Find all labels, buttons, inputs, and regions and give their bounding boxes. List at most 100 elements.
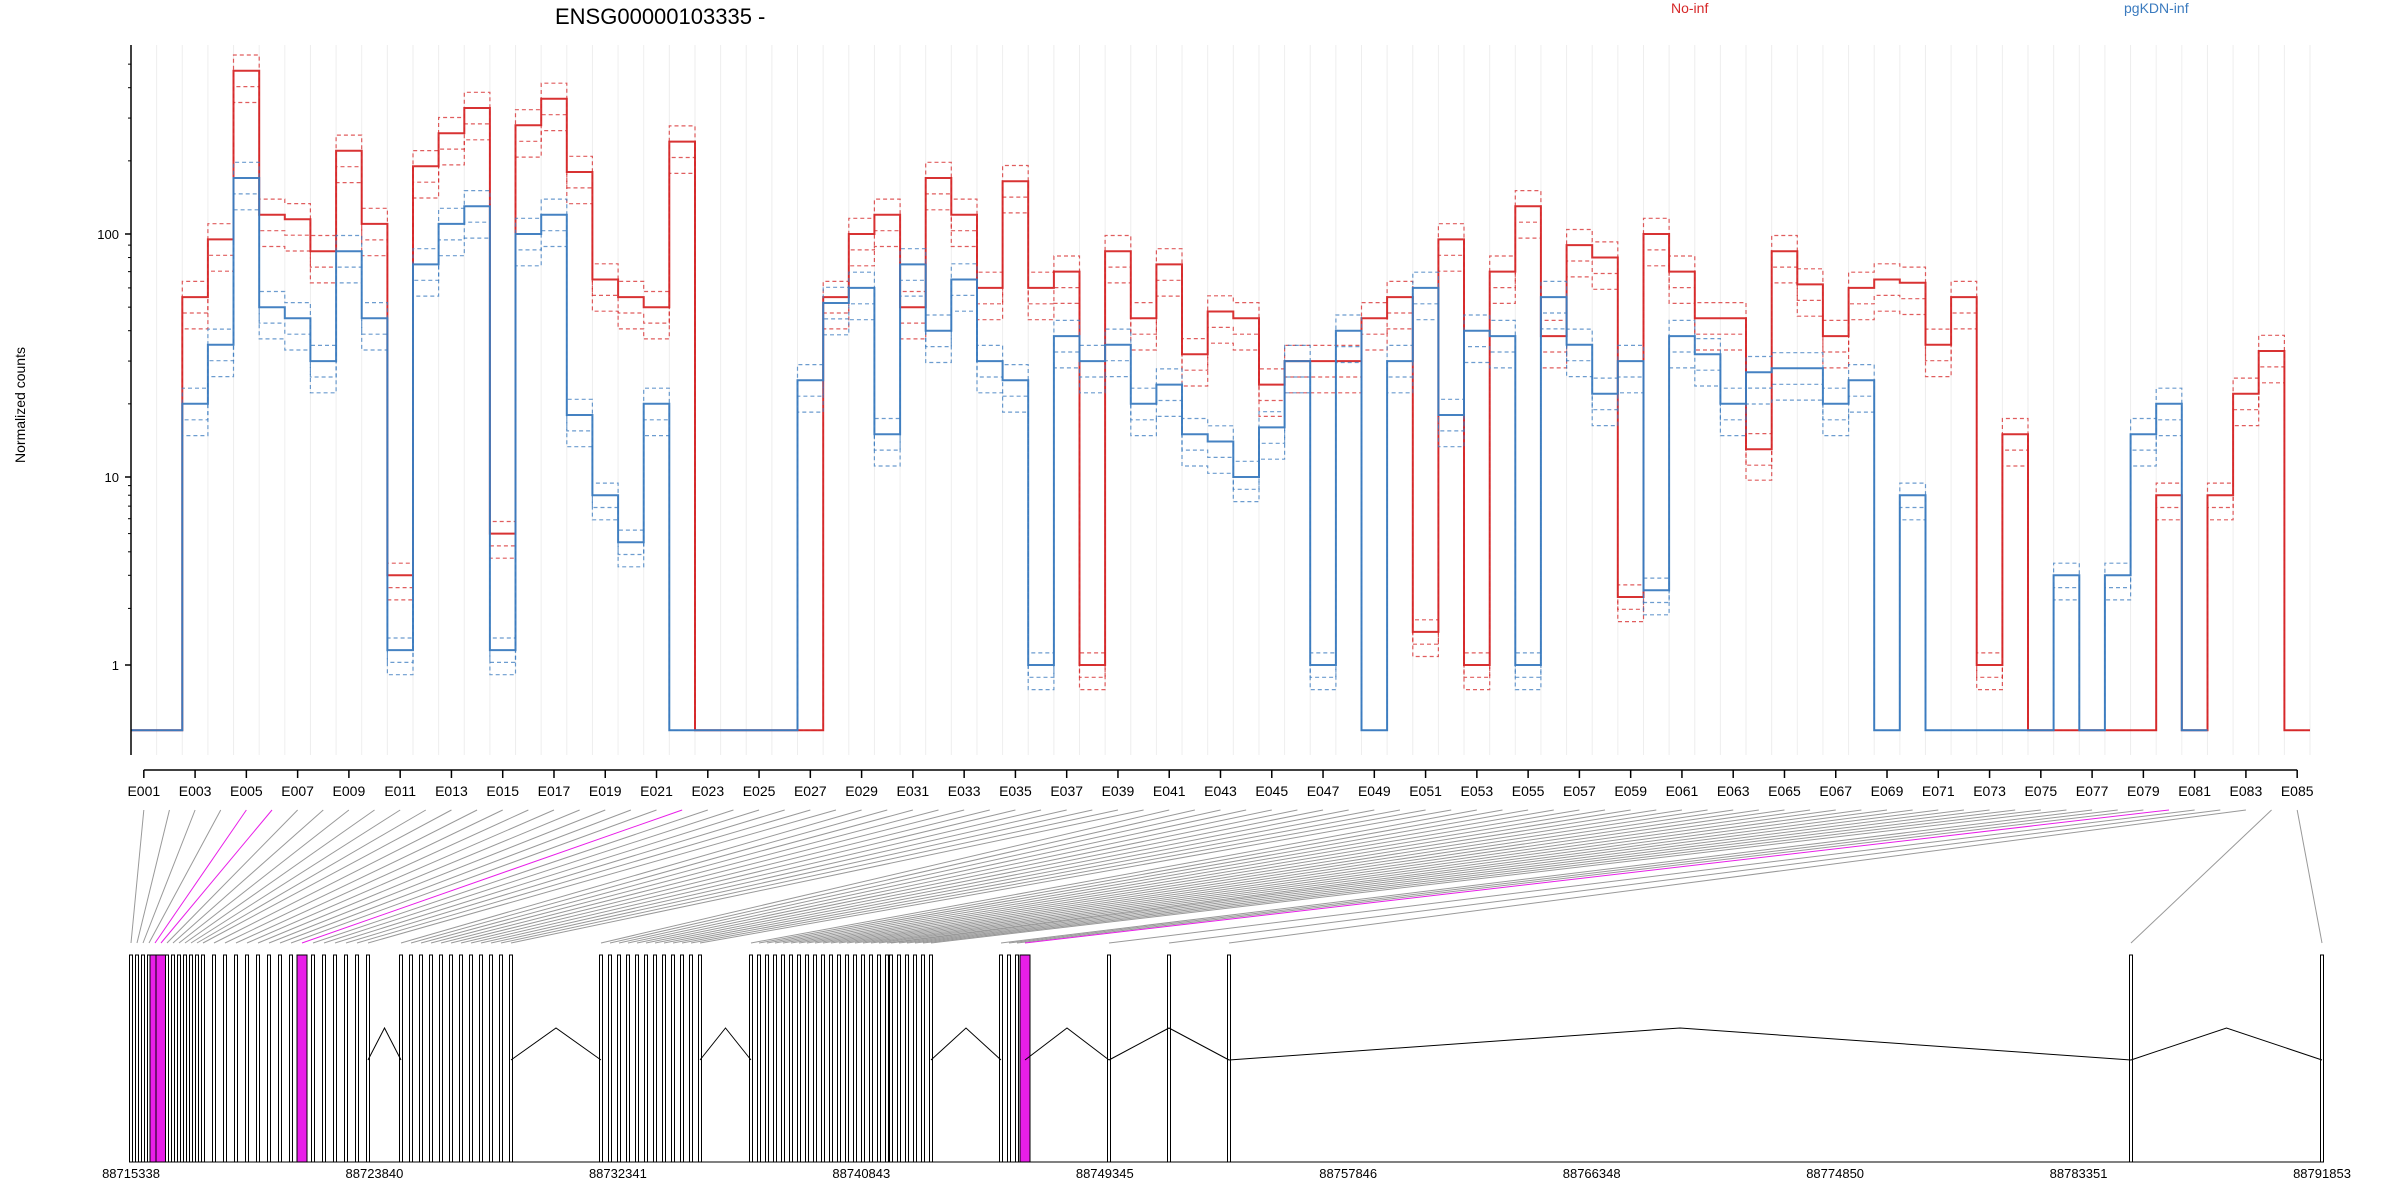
exon-block: [689, 954, 693, 1163]
exon-block: [671, 954, 675, 1163]
exon-block: [234, 954, 238, 1163]
exon-tick-label: E035: [999, 783, 1032, 799]
exon-tick-label: E009: [333, 783, 366, 799]
exon-block: [1019, 954, 1031, 1163]
exon-tick-label: E057: [1563, 783, 1596, 799]
genomic-coordinate-label: 88774850: [1806, 1166, 1864, 1181]
connector-line: [323, 809, 734, 944]
connector-line: [172, 809, 324, 944]
exon-block: [837, 954, 841, 1163]
exon-block: [296, 954, 308, 1163]
connector-line: [130, 809, 145, 944]
exon-block: [289, 954, 293, 1163]
connector-line: [798, 809, 1631, 944]
exon-block: [177, 954, 181, 1163]
connector-line: [699, 809, 1452, 944]
exon-block: [449, 954, 453, 1163]
exon-block: [805, 954, 809, 1163]
y-axis: 1 10 100: [97, 45, 132, 755]
connector-line: [440, 809, 965, 944]
exon-tick-label: E023: [691, 783, 724, 799]
exon-tick-label: E081: [2178, 783, 2211, 799]
connector-line: [290, 809, 657, 944]
series-line-no-inf-1: [131, 86, 2310, 731]
exon-block: [469, 954, 473, 1163]
connector-line: [609, 809, 1195, 944]
connector-line: [838, 809, 1759, 944]
genomic-coordinate-label: 88783351: [2050, 1166, 2108, 1181]
connector-line: [268, 809, 606, 944]
exon-block: [509, 954, 513, 1163]
grid-lines: [130, 45, 2311, 755]
exon-tick-label: E039: [1102, 783, 1135, 799]
connector-line: [460, 809, 1016, 944]
exon-block: [680, 954, 684, 1163]
connector-line: [2296, 809, 2323, 944]
exon-tick-label: E011: [384, 783, 416, 799]
genomic-coordinate-label: 88791853: [2293, 1166, 2351, 1181]
intron-line: [1108, 1027, 1230, 1061]
connector-line: [930, 809, 2067, 944]
connector-line: [470, 809, 1042, 944]
connector-line: [196, 809, 427, 944]
exon-block: [322, 954, 326, 1163]
exon-tick-label: E055: [1512, 783, 1545, 799]
genomic-coordinate-label: 88740843: [832, 1166, 890, 1181]
exon-block: [155, 954, 167, 1163]
connector-line: [184, 809, 375, 944]
exon-block: [223, 954, 227, 1163]
connector-line: [782, 809, 1580, 944]
y-tick-label: 1: [112, 658, 119, 673]
intron-line: [2130, 1027, 2323, 1061]
connector-line: [213, 809, 478, 944]
connector-line: [890, 809, 1939, 944]
connector-line: [870, 809, 1862, 944]
exon-block: [757, 954, 761, 1163]
connector-line: [618, 809, 1221, 944]
connector-line: [758, 809, 1503, 944]
chart-title: ENSG00000103335 -: [555, 4, 765, 29]
gene-model: [129, 954, 2324, 1163]
connector-line: [178, 809, 350, 944]
exon-tick-label: E043: [1204, 783, 1237, 799]
exon-block: [267, 954, 271, 1163]
intron-line: [510, 1027, 602, 1061]
exon-block: [829, 954, 833, 1163]
exon-block: [905, 954, 909, 1163]
exon-block: [1167, 954, 1171, 1163]
exon-block: [189, 954, 193, 1163]
exon-block: [245, 954, 249, 1163]
series-line-no-inf-0: [131, 69, 2310, 732]
exon-tick-label: E049: [1358, 783, 1391, 799]
connector-line: [1024, 809, 2170, 944]
exon-tick-label: E021: [640, 783, 673, 799]
exon-tick-label: E031: [897, 783, 930, 799]
exon-block: [459, 954, 463, 1163]
connector-line: [750, 809, 1477, 944]
connector-line: [2130, 809, 2272, 944]
connector-line: [1008, 809, 2118, 944]
exon-block: [256, 954, 260, 1163]
genomic-coordinate-label: 88766348: [1563, 1166, 1621, 1181]
exon-block: [599, 954, 603, 1163]
exon-tick-label: E029: [845, 783, 878, 799]
connector-line: [681, 809, 1401, 944]
genomic-coordinate-label: 88757846: [1319, 1166, 1377, 1181]
connector-line: [1168, 809, 2221, 944]
exon-block: [885, 954, 889, 1163]
exon-connector-lines: [130, 809, 2323, 944]
exon-block: [278, 954, 282, 1163]
connector-line: [654, 809, 1324, 944]
connector-line: [1016, 809, 2144, 944]
exon-tick-label: E027: [794, 783, 827, 799]
exon-tick-label: E071: [1922, 783, 1955, 799]
connector-line: [279, 809, 632, 944]
exon-block: [1007, 954, 1011, 1163]
exon-block: [897, 954, 901, 1163]
connector-line: [627, 809, 1247, 944]
connector-line: [400, 809, 862, 944]
legend-no-inf: No-inf: [1671, 0, 1708, 16]
exon-block: [853, 954, 857, 1163]
connector-line: [301, 809, 683, 944]
